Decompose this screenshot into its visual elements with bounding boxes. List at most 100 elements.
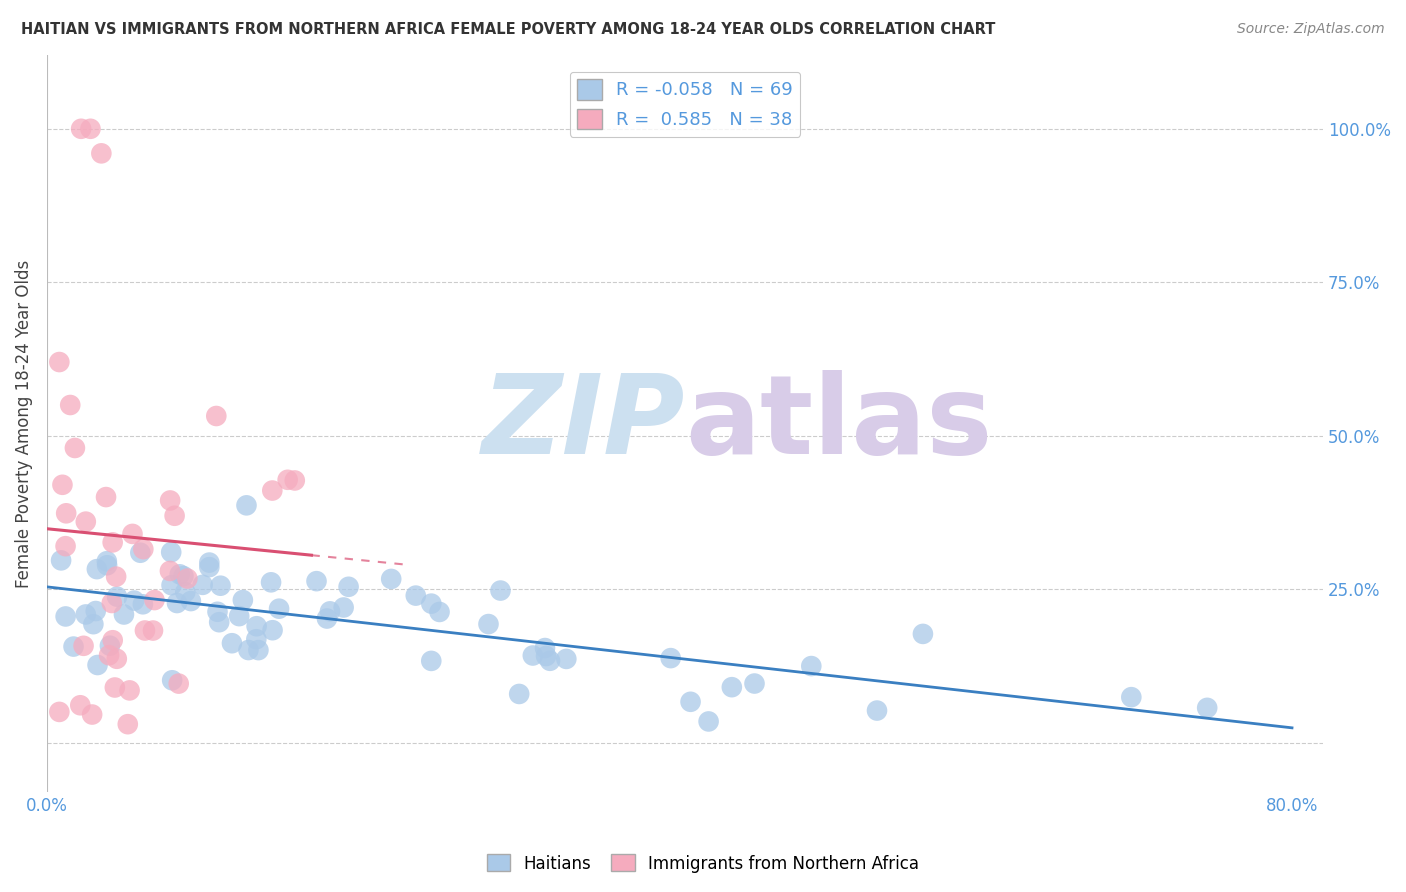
Point <box>235 499 257 513</box>
Point <box>659 651 682 665</box>
Point <box>489 583 512 598</box>
Point <box>82 617 104 632</box>
Point <box>160 578 183 592</box>
Text: atlas: atlas <box>685 370 993 477</box>
Point <box>132 597 155 611</box>
Point <box>420 597 443 611</box>
Point <box>198 560 221 574</box>
Point <box>79 121 101 136</box>
Point <box>209 579 232 593</box>
Point <box>800 659 823 673</box>
Point <box>101 633 124 648</box>
Point <box>118 683 141 698</box>
Point <box>104 681 127 695</box>
Point <box>90 146 112 161</box>
Point <box>55 609 77 624</box>
Point <box>101 535 124 549</box>
Point <box>911 627 934 641</box>
Point <box>205 409 228 423</box>
Point <box>332 600 354 615</box>
Point <box>105 652 128 666</box>
Point <box>70 121 93 136</box>
Point <box>112 607 135 622</box>
Point <box>105 569 128 583</box>
Point <box>246 619 269 633</box>
Point <box>160 673 183 688</box>
Point <box>180 594 202 608</box>
Point <box>538 654 561 668</box>
Point <box>63 441 86 455</box>
Legend: Haitians, Immigrants from Northern Africa: Haitians, Immigrants from Northern Afric… <box>481 847 925 880</box>
Point <box>86 658 108 673</box>
Point <box>1121 690 1143 705</box>
Point <box>160 545 183 559</box>
Point <box>94 490 117 504</box>
Point <box>82 707 104 722</box>
Point <box>305 574 328 589</box>
Point <box>245 632 267 647</box>
Point <box>166 596 188 610</box>
Point <box>420 654 443 668</box>
Point <box>167 676 190 690</box>
Point <box>55 539 77 553</box>
Text: Source: ZipAtlas.com: Source: ZipAtlas.com <box>1237 22 1385 37</box>
Point <box>96 558 118 573</box>
Point <box>744 676 766 690</box>
Point <box>277 473 299 487</box>
Point <box>143 593 166 607</box>
Point <box>697 714 720 729</box>
Point <box>98 648 121 663</box>
Point <box>69 698 91 713</box>
Point <box>228 609 250 624</box>
Text: HAITIAN VS IMMIGRANTS FROM NORTHERN AFRICA FEMALE POVERTY AMONG 18-24 YEAR OLDS : HAITIAN VS IMMIGRANTS FROM NORTHERN AFRI… <box>21 22 995 37</box>
Point <box>117 717 139 731</box>
Point <box>159 493 181 508</box>
Point <box>284 474 307 488</box>
Point <box>1197 701 1219 715</box>
Point <box>132 542 155 557</box>
Point <box>260 575 283 590</box>
Point <box>96 554 118 568</box>
Point <box>262 624 284 638</box>
Point <box>176 572 198 586</box>
Point <box>198 556 221 570</box>
Point <box>555 652 578 666</box>
Point <box>134 624 156 638</box>
Point <box>55 506 77 520</box>
Point <box>207 605 229 619</box>
Point <box>191 578 214 592</box>
Point <box>508 687 530 701</box>
Point <box>84 604 107 618</box>
Point <box>316 611 339 625</box>
Point <box>319 604 342 618</box>
Point <box>98 639 121 653</box>
Point <box>59 398 82 412</box>
Point <box>48 355 70 369</box>
Point <box>534 648 557 663</box>
Point <box>679 695 702 709</box>
Point <box>48 705 70 719</box>
Point <box>721 680 744 694</box>
Point <box>174 585 197 599</box>
Point <box>267 601 290 615</box>
Point <box>247 643 270 657</box>
Point <box>72 639 94 653</box>
Point <box>169 567 191 582</box>
Y-axis label: Female Poverty Among 18-24 Year Olds: Female Poverty Among 18-24 Year Olds <box>15 260 32 588</box>
Point <box>866 704 889 718</box>
Point <box>62 640 84 654</box>
Point <box>75 607 97 622</box>
Point <box>101 596 124 610</box>
Point <box>159 564 181 578</box>
Point <box>105 590 128 604</box>
Point <box>221 636 243 650</box>
Point <box>238 643 260 657</box>
Point <box>86 562 108 576</box>
Point <box>429 605 451 619</box>
Point <box>477 617 499 632</box>
Point <box>122 593 145 607</box>
Text: ZIP: ZIP <box>481 370 685 477</box>
Point <box>380 572 402 586</box>
Point <box>163 508 186 523</box>
Legend: R = -0.058   N = 69, R =  0.585   N = 38: R = -0.058 N = 69, R = 0.585 N = 38 <box>569 71 800 136</box>
